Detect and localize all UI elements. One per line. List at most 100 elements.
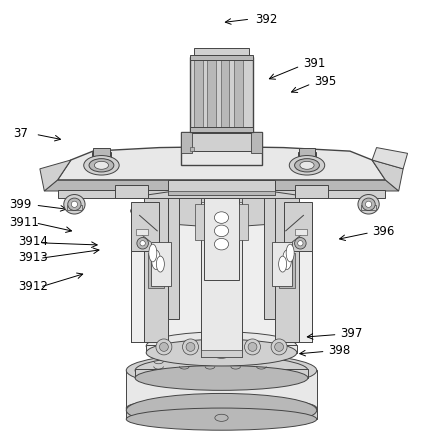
Bar	[201, 153, 242, 357]
Text: 391: 391	[303, 57, 326, 70]
Ellipse shape	[295, 159, 319, 172]
Bar	[221, 60, 229, 129]
Ellipse shape	[126, 408, 317, 430]
Ellipse shape	[214, 212, 229, 223]
Text: 394: 394	[381, 154, 404, 166]
Ellipse shape	[156, 339, 172, 355]
Bar	[201, 350, 242, 357]
Bar	[136, 229, 148, 235]
Bar	[168, 180, 275, 195]
Ellipse shape	[298, 241, 303, 246]
Ellipse shape	[135, 365, 308, 390]
Bar	[284, 202, 312, 251]
Bar	[115, 185, 148, 198]
Bar	[251, 132, 262, 153]
Ellipse shape	[135, 356, 308, 385]
Bar	[131, 211, 312, 341]
Ellipse shape	[358, 194, 379, 214]
Ellipse shape	[295, 238, 306, 249]
Bar	[361, 205, 376, 210]
Bar	[186, 133, 257, 151]
Ellipse shape	[126, 397, 317, 419]
Bar	[239, 204, 248, 240]
Bar	[275, 191, 299, 341]
Bar	[195, 204, 204, 240]
Bar	[207, 60, 216, 129]
Polygon shape	[44, 180, 399, 191]
Polygon shape	[40, 160, 71, 191]
Bar	[126, 370, 317, 410]
Bar	[168, 191, 275, 195]
Bar	[190, 57, 253, 132]
Text: 392: 392	[255, 12, 277, 26]
Text: 3912: 3912	[18, 280, 47, 293]
Bar	[299, 148, 315, 156]
Ellipse shape	[159, 342, 168, 351]
Ellipse shape	[149, 244, 157, 262]
Bar	[190, 55, 253, 60]
Ellipse shape	[126, 353, 317, 387]
Bar	[264, 195, 275, 320]
Bar	[181, 132, 262, 165]
Text: 398: 398	[328, 344, 350, 357]
Ellipse shape	[245, 339, 260, 355]
Ellipse shape	[300, 161, 314, 169]
Ellipse shape	[71, 201, 78, 207]
Ellipse shape	[140, 241, 145, 246]
Ellipse shape	[146, 332, 297, 360]
Ellipse shape	[214, 225, 229, 237]
Bar	[295, 229, 307, 235]
Text: 37: 37	[13, 127, 28, 140]
Bar	[146, 345, 297, 353]
Bar	[298, 152, 316, 170]
Ellipse shape	[156, 256, 164, 272]
Ellipse shape	[362, 198, 375, 210]
Ellipse shape	[68, 198, 81, 210]
Bar	[194, 60, 203, 129]
Polygon shape	[58, 147, 385, 180]
Text: 396: 396	[372, 225, 395, 238]
Bar	[148, 253, 164, 289]
Text: 397: 397	[340, 327, 363, 340]
Text: 395: 395	[315, 75, 337, 87]
Ellipse shape	[84, 155, 119, 175]
Bar	[131, 202, 159, 251]
Ellipse shape	[289, 155, 325, 175]
Bar	[204, 198, 239, 280]
Ellipse shape	[214, 351, 229, 358]
Ellipse shape	[64, 194, 85, 214]
Ellipse shape	[89, 159, 114, 172]
Ellipse shape	[146, 339, 297, 366]
Ellipse shape	[186, 342, 195, 351]
Bar	[168, 195, 179, 320]
Ellipse shape	[283, 250, 291, 270]
Ellipse shape	[271, 339, 287, 355]
Ellipse shape	[279, 256, 287, 272]
Ellipse shape	[183, 339, 198, 355]
Ellipse shape	[131, 195, 312, 226]
Bar	[92, 152, 111, 170]
Ellipse shape	[214, 345, 229, 352]
Bar	[151, 242, 171, 286]
Polygon shape	[372, 160, 403, 191]
Text: 3913: 3913	[18, 251, 47, 264]
Bar	[58, 190, 385, 198]
Bar	[201, 195, 242, 202]
Bar	[279, 253, 295, 289]
Bar	[295, 185, 328, 198]
Text: 3914: 3914	[18, 235, 47, 249]
Bar	[144, 191, 168, 341]
Bar	[135, 369, 308, 378]
Bar	[190, 127, 253, 132]
Ellipse shape	[286, 244, 294, 262]
Bar	[93, 148, 110, 156]
Ellipse shape	[248, 342, 257, 351]
Ellipse shape	[275, 342, 284, 351]
Ellipse shape	[137, 238, 148, 249]
Bar	[272, 242, 292, 286]
Bar	[234, 60, 243, 129]
Ellipse shape	[126, 393, 317, 427]
Bar	[126, 408, 317, 419]
Ellipse shape	[152, 250, 160, 270]
Text: 399: 399	[9, 198, 31, 211]
